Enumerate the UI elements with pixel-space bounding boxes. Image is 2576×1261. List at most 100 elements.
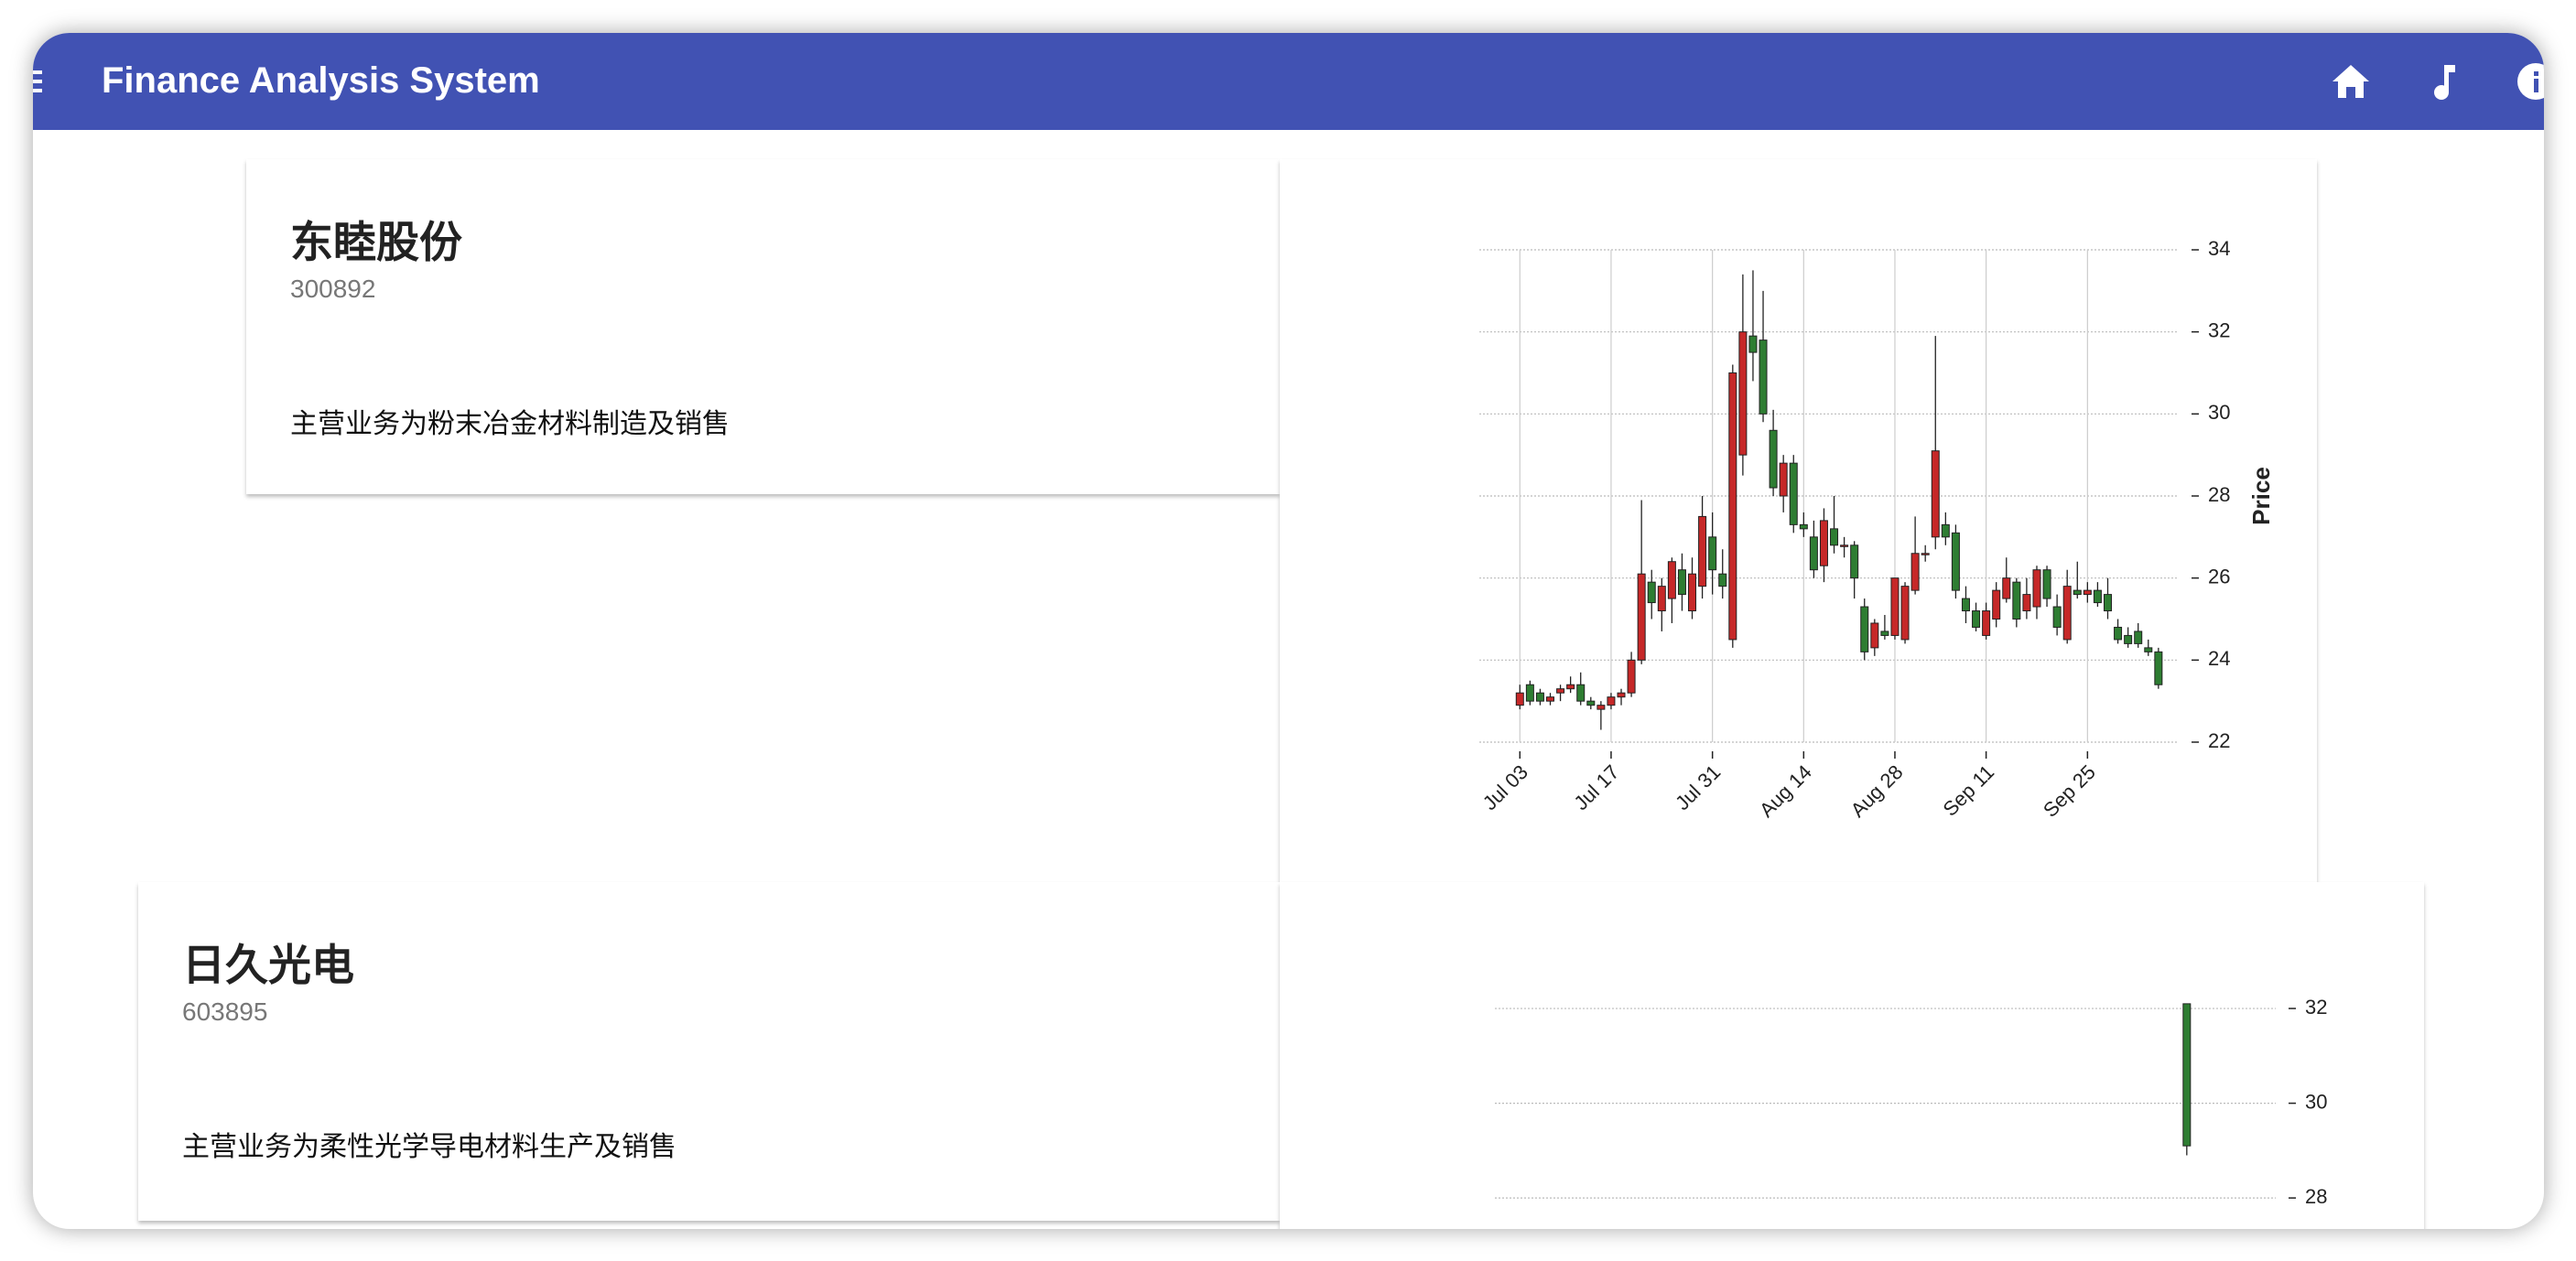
candle-body [1941,523,1950,538]
candle-body [2002,577,2011,599]
candle-body [1769,429,1778,489]
x-tick-label: Jul 17 [1569,760,1623,814]
candle-body [1982,610,1991,636]
y-tick-label: 30 [2305,1090,2327,1113]
candle-body [1617,692,1626,698]
candle-body [1789,462,1798,525]
stock-card: 东睦股份 300892 主营业务为粉末冶金材料制造及销售 [246,159,1280,494]
app-window: Finance Analysis System 东睦股份 300892 主营业务… [33,33,2544,1229]
candle-body [1708,536,1717,571]
candle-body [1748,335,1758,353]
candle-body [1566,684,1575,690]
candle-body [1546,696,1555,702]
candle-body [1607,696,1616,706]
candle-body [1657,586,1666,612]
candle-body [1830,528,1839,546]
stock-name: 日久光电 [182,941,354,989]
music-icon[interactable] [2429,61,2460,102]
y-tick-label: 28 [2305,1185,2327,1208]
stock-code: 300892 [290,275,376,303]
candle-body [2052,606,2062,628]
x-tick-label: Jul 31 [1671,760,1725,814]
candle-body [2154,651,2163,685]
candle-body [1627,659,1636,694]
candle-body [1738,331,1748,456]
candle-body [1586,700,1596,706]
candle-body [1779,462,1788,497]
home-icon[interactable] [2331,63,2371,100]
candle-body [1515,692,1524,706]
y-tick-label: 22 [2208,729,2230,752]
candlestick-chart: 22 24 26 28 30 32 34 Jul 03 Jul 17 Jul 31 Aug 14 Au… [1478,237,2275,822]
y-tick-label: 30 [2208,401,2230,424]
stock-code: 603895 [182,997,268,1026]
candle-body [1698,515,1707,587]
candle-body [1799,523,1808,530]
candle-body [1951,532,1960,591]
chart-card: 22 24 26 28 30 32 34 Jul 03 Jul 17 Jul 31 Aug 14 Au… [1280,159,2317,882]
y-tick-label: 32 [2305,996,2327,1018]
candle-body [1647,581,1656,604]
candle-body [1637,573,1646,661]
candle-body [1931,450,1940,538]
candle-body [2062,586,2072,641]
candle-body [1870,622,1879,649]
candle-body [2144,647,2153,652]
stock-card: 日久光电 603895 主营业务为柔性光学导电材料生产及销售 [138,882,1280,1221]
x-tick-label: Aug 14 [1755,760,1816,822]
candle-body [2032,569,2041,608]
candle-body [1556,688,1565,694]
candle-body [2182,1003,2192,1147]
candle-body [1910,553,1920,591]
y-tick-label: 28 [2208,483,2230,506]
candle-body [1921,553,1930,555]
candle-body [2134,630,2143,644]
x-tick-label: Aug 28 [1846,760,1908,822]
candle-body [1576,684,1586,702]
app-bar: Finance Analysis System [33,33,2544,130]
y-tick-label: 34 [2208,237,2230,260]
info-icon[interactable] [2516,61,2544,102]
candle-body [1890,577,1900,636]
candle-body [2042,569,2051,599]
y-axis-label: Price [2247,467,2275,525]
candle-body [2124,634,2133,644]
candle-body [1677,569,1686,596]
candle-body [1900,586,1910,641]
candle-body [1525,684,1534,702]
candle-body [1819,520,1828,566]
candle-body [1667,561,1676,599]
candle-body [1840,544,1849,547]
y-tick-label: 32 [2208,318,2230,341]
candle-body [2012,581,2021,620]
candle-body [1718,573,1727,587]
y-tick-label: 26 [2208,565,2230,587]
candle-body [1809,536,1818,571]
stock-name: 东睦股份 [290,218,462,266]
candle-body [2093,589,2102,604]
app-title: Finance Analysis System [102,60,540,101]
candle-body [1688,573,1697,612]
chart-card: 28 30 32 [1280,882,2424,1229]
candle-body [2022,594,2031,612]
x-tick-label: Jul 03 [1478,760,1532,814]
candle-body [1728,372,1737,641]
x-tick-label: Sep 25 [2039,760,2100,822]
stock-description: 主营业务为柔性光学导电材料生产及销售 [182,1132,676,1162]
candle-body [2083,589,2092,596]
candle-body [1535,692,1544,702]
candle-body [1880,630,1889,636]
candle-body [2103,594,2112,612]
candle-body [1759,340,1768,415]
candle-body [1961,598,1970,612]
stock-description: 主营业务为粉末冶金材料制造及销售 [290,409,730,439]
candle-body [1850,544,1859,579]
menu-icon[interactable] [33,63,48,100]
candle-body [1596,705,1606,710]
candle-body [1992,589,2001,620]
candle-body [2114,626,2123,641]
candle-body [1972,610,1981,628]
candle-body [1860,606,1869,652]
y-tick-label: 24 [2208,647,2230,670]
